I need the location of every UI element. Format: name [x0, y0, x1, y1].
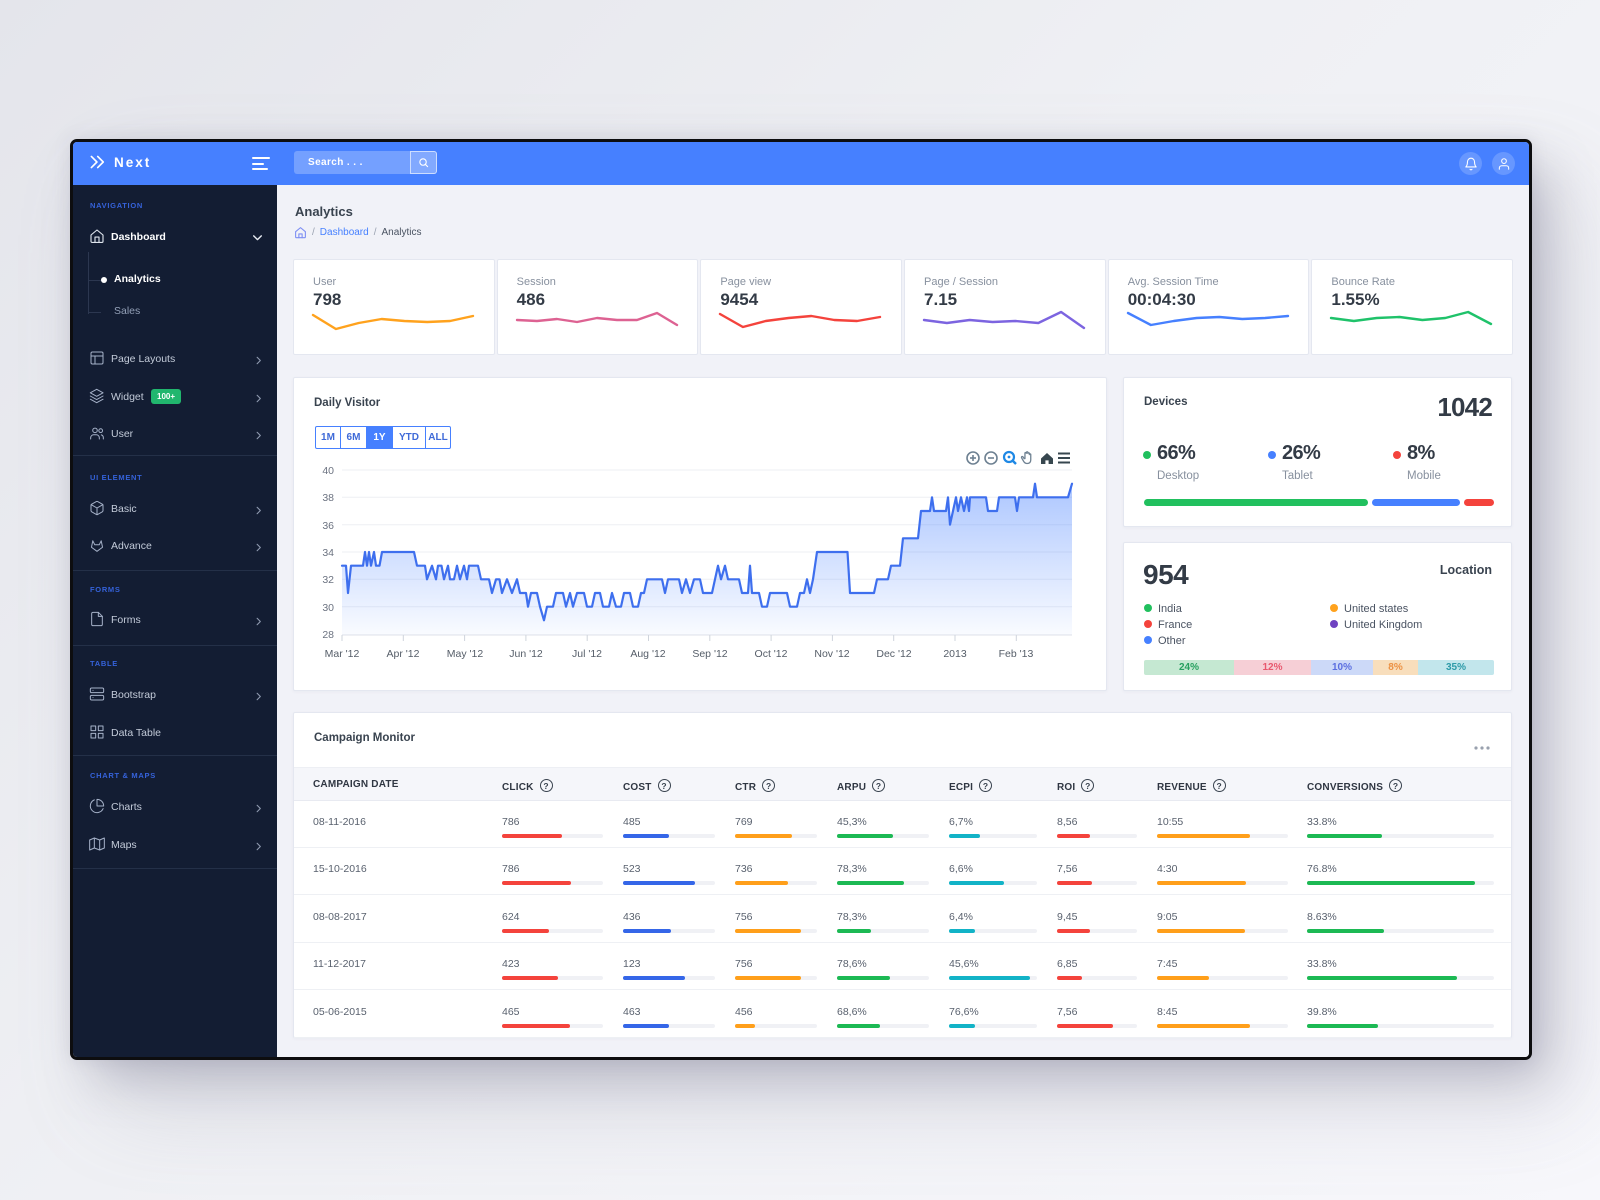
svg-text:Dec '12: Dec '12 [876, 648, 911, 660]
svg-text:Jul '12: Jul '12 [572, 648, 602, 660]
svg-text:May '12: May '12 [447, 648, 484, 660]
svg-text:36: 36 [322, 520, 334, 532]
svg-text:34: 34 [322, 547, 334, 559]
svg-text:Mar '12: Mar '12 [325, 648, 360, 660]
svg-text:Jun '12: Jun '12 [509, 648, 543, 660]
svg-text:Nov '12: Nov '12 [814, 648, 849, 660]
svg-text:Sep '12: Sep '12 [692, 648, 727, 660]
svg-text:40: 40 [322, 465, 334, 477]
svg-text:Oct '12: Oct '12 [755, 648, 788, 660]
svg-text:30: 30 [322, 602, 334, 614]
svg-text:38: 38 [322, 492, 334, 504]
svg-text:32: 32 [322, 574, 334, 586]
svg-text:Feb '13: Feb '13 [999, 648, 1034, 660]
svg-text:2013: 2013 [943, 648, 967, 660]
svg-text:28: 28 [322, 629, 334, 641]
svg-text:Apr '12: Apr '12 [387, 648, 420, 660]
svg-text:Aug '12: Aug '12 [630, 648, 665, 660]
